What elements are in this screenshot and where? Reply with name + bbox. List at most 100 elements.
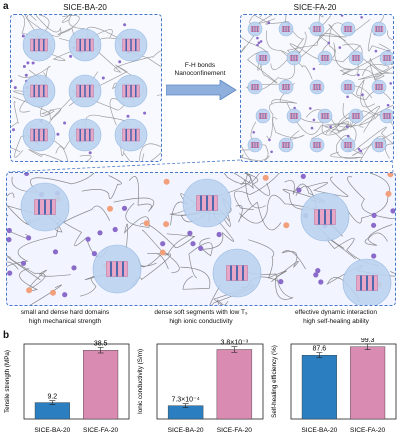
right-schematic-drawing [241, 15, 393, 161]
panel-a-letter: a [3, 1, 9, 12]
polymer-chain [28, 146, 69, 161]
polymer-chain [330, 135, 363, 159]
ion-bead [346, 125, 349, 128]
polymer-chain [333, 42, 385, 76]
ion-bead [31, 61, 35, 65]
caption-2-line1: dense soft segments with low T₉ [154, 309, 248, 316]
arrow-label-line1: F-H bonds [184, 62, 216, 69]
anion-bead [26, 287, 33, 294]
plot-frame [23, 343, 130, 420]
polymer-chain [294, 110, 350, 140]
ion-bead [52, 249, 59, 255]
data-label: 7.3×10⁻⁴ [171, 397, 199, 404]
ion-bead [63, 121, 67, 125]
ion-bead [359, 149, 363, 153]
arrow-label-line2: Nanoconfinement [174, 70, 226, 77]
ion-bead [121, 205, 128, 211]
polymer-chain [279, 82, 357, 142]
polymer-chain [86, 26, 122, 48]
ion-bead [278, 279, 284, 285]
left-schematic-drawing [11, 15, 161, 161]
ion-bead [390, 208, 395, 214]
ion-bead [13, 86, 17, 90]
ion-bead [257, 41, 261, 44]
x-tick-label: SICE-BA-20 [168, 427, 204, 434]
polymer-chain [247, 51, 278, 84]
anion-bead [107, 205, 113, 212]
polymer-chain [359, 135, 387, 161]
polymer-chain [123, 202, 150, 249]
transition-arrow-icon [166, 80, 237, 100]
ion-bead [268, 138, 271, 142]
ion-bead [270, 150, 273, 154]
ion-bead [357, 73, 360, 77]
polymer-chain [188, 237, 213, 279]
ion-bead [216, 231, 222, 238]
ion-bead [389, 82, 392, 85]
polymer-chain [139, 222, 196, 249]
ion-bead [318, 279, 324, 285]
polymer-chain [338, 103, 375, 128]
polymer-chain [270, 15, 305, 70]
x-tick-label: SICE-BA-20 [34, 427, 70, 434]
polymer-chain [29, 284, 62, 305]
ion-bead [7, 227, 12, 234]
ion-bead [296, 187, 302, 193]
caption-2-line2: high ionic conductivity [169, 318, 233, 325]
polymer-chain [156, 94, 161, 97]
ion-bead [198, 245, 204, 251]
polymer-chain [346, 173, 390, 224]
polymer-chain [239, 194, 309, 224]
polymer-chain [347, 176, 395, 220]
polymer-chain [271, 250, 306, 283]
ion-bead [20, 260, 27, 266]
polymer-chain [68, 15, 85, 29]
ion-bead [7, 237, 12, 243]
ion-bead [22, 65, 26, 68]
ion-bead [71, 265, 77, 271]
ion-bead [357, 147, 361, 151]
ion-bead [85, 236, 91, 242]
polymer-chain [359, 104, 393, 128]
ion-bead [310, 126, 314, 130]
ion-bead [123, 23, 127, 27]
right-schematic-title: SICE-FA-20 [293, 3, 337, 12]
left-schematic-title: SICE-BA-20 [63, 3, 107, 12]
polymer-chain [11, 173, 95, 193]
ion-bead [313, 272, 319, 278]
polymer-chain [79, 272, 111, 297]
ion-bead [160, 241, 166, 247]
ion-bead [11, 79, 13, 83]
polymer-chain [123, 143, 161, 161]
plot-frame [290, 343, 397, 420]
ion-bead [91, 251, 97, 257]
polymer-chain [113, 176, 155, 212]
polymer-chain [61, 15, 71, 23]
anion-bead [50, 289, 56, 296]
ion-bead [340, 15, 344, 17]
ion-bead [252, 131, 255, 134]
ion-bead [26, 235, 32, 241]
polymer-chain [147, 234, 190, 270]
self-healing-chart: Self-healing efficiency (%) 87.6 SICE-BA-2… [271, 338, 397, 434]
polymer-chain [180, 266, 211, 290]
polymer-chain [11, 101, 21, 153]
ion-bead [69, 54, 73, 58]
polymer-chain [26, 15, 62, 37]
ion-bead [293, 106, 296, 110]
polymer-chain [369, 57, 393, 84]
data-label: 3.8×10⁻³ [221, 340, 249, 347]
data-label: 9.2 [47, 394, 57, 401]
polymer-chain [216, 173, 271, 197]
ion-bead [346, 134, 350, 138]
anion-bead [163, 221, 170, 228]
polymer-chain [170, 197, 232, 227]
ion-bead [190, 241, 196, 247]
ion-bead [24, 73, 28, 77]
polymer-chain [282, 185, 324, 210]
caption-3-line2: high self-healing ability [303, 318, 369, 325]
polymer-chain [7, 261, 19, 270]
anion-bead [283, 222, 290, 229]
polymer-chain [241, 121, 269, 161]
ion-bead [101, 76, 105, 80]
